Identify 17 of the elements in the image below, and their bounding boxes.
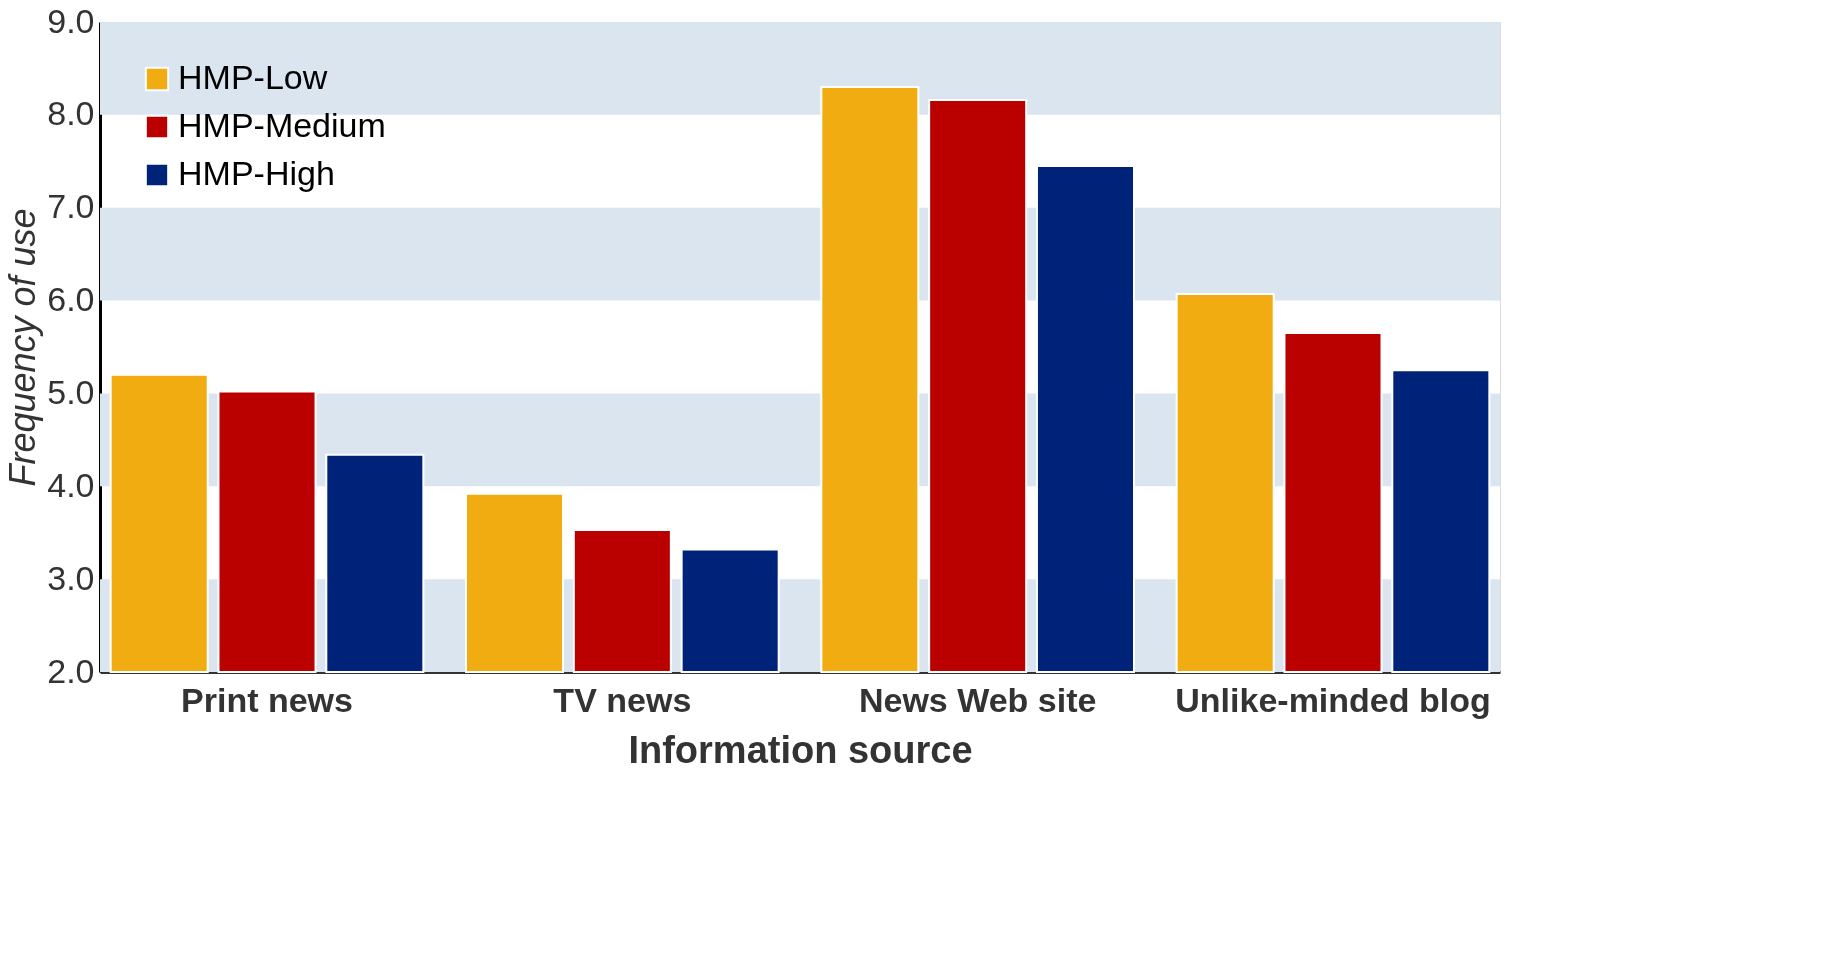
x-tick-label: Unlike-minded blog xyxy=(1175,680,1491,719)
y-tick-label: 2.0 xyxy=(47,651,95,690)
y-tick-label: 6.0 xyxy=(47,280,95,319)
y-tick-label: 5.0 xyxy=(47,372,95,411)
x-tick-label: Print news xyxy=(181,680,353,719)
x-tick-label: News Web site xyxy=(858,680,1097,719)
x-tick-label: TV news xyxy=(553,680,692,719)
y-tick-label: 3.0 xyxy=(47,558,95,597)
y-tick-label: 4.0 xyxy=(47,465,95,504)
y-tick-label: 7.0 xyxy=(47,187,95,226)
y-tick-label: 9.0 xyxy=(47,1,95,40)
y-axis-title: Frequency of use xyxy=(2,208,44,487)
x-axis-title: Information source xyxy=(628,728,973,771)
legend-label: HMP-Low xyxy=(178,58,328,96)
y-tick-label: 8.0 xyxy=(47,94,95,133)
legend-label: HMP-Medium xyxy=(178,106,386,144)
legend-label: HMP-High xyxy=(178,154,335,192)
